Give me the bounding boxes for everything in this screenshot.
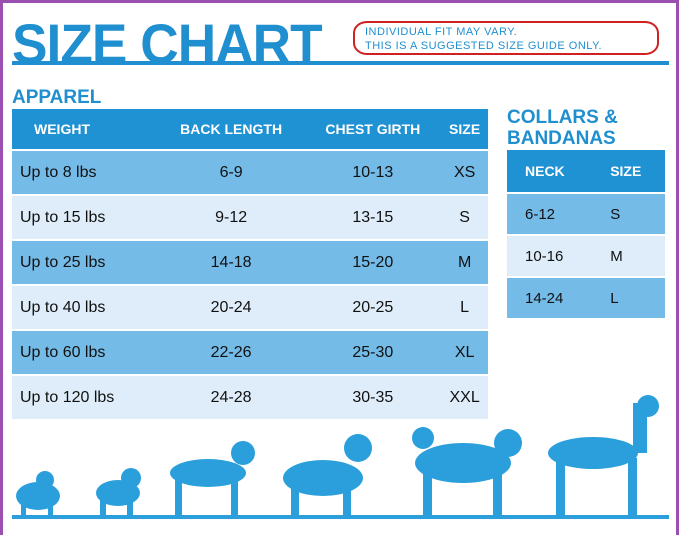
fit-note: INDIVIDUAL FIT MAY VARY. THIS IS A SUGGES… <box>353 21 659 55</box>
table-cell: Up to 25 lbs <box>12 239 158 285</box>
col-header: SIZE <box>592 150 665 193</box>
apparel-table: WEIGHT BACK LENGTH CHEST GIRTH SIZE Up to 8… <box>12 109 488 419</box>
note-line: INDIVIDUAL FIT MAY VARY. <box>365 26 518 38</box>
table-cell: 6-12 <box>507 192 593 235</box>
table-cell: 14-24 <box>507 276 593 318</box>
table-row: Up to 15 lbs 9-12 13-15 S <box>12 194 488 240</box>
table-cell: 20-24 <box>157 284 305 330</box>
table-cell: Up to 120 lbs <box>12 374 158 419</box>
table-cell: L <box>441 284 488 330</box>
collars-heading: COLLARS & BANDANAS <box>507 107 618 149</box>
col-header: SIZE <box>441 109 488 150</box>
ground-line <box>12 515 669 519</box>
note-line: THIS IS A SUGGESTED SIZE GUIDE ONLY. <box>365 40 603 52</box>
table-row: 14-24 L <box>507 276 665 318</box>
table-cell: 6-9 <box>157 149 305 195</box>
table-cell: 14-18 <box>157 239 305 285</box>
page-title: SIZE CHART <box>12 12 323 75</box>
title-rule <box>12 61 669 65</box>
table-cell: 10-16 <box>507 234 593 277</box>
table-cell: Up to 60 lbs <box>12 329 158 375</box>
table-cell: XXL <box>441 374 488 419</box>
table-cell: S <box>441 194 488 240</box>
table-row: Up to 8 lbs 6-9 10-13 XS <box>12 149 488 195</box>
dog-silhouette-small <box>16 471 60 516</box>
table-cell: M <box>592 234 665 277</box>
table-cell: 25-30 <box>304 329 442 375</box>
table-cell: XL <box>441 329 488 375</box>
dog-silhouette-great-dane <box>548 395 659 516</box>
table-cell: Up to 15 lbs <box>12 194 158 240</box>
dog-silhouette-spaniel <box>283 434 372 516</box>
dog-silhouettes <box>12 395 669 519</box>
table-row: Up to 120 lbs 24-28 30-35 XXL <box>12 374 488 419</box>
dog-silhouette-husky <box>412 427 522 516</box>
table-cell: 13-15 <box>304 194 442 240</box>
table-cell: XS <box>441 149 488 195</box>
table-row: Up to 25 lbs 14-18 15-20 M <box>12 239 488 285</box>
table-cell: M <box>441 239 488 285</box>
col-header: WEIGHT <box>12 109 158 150</box>
table-cell: 20-25 <box>304 284 442 330</box>
table-cell: 22-26 <box>157 329 305 375</box>
heading-line: BANDANAS <box>507 128 616 149</box>
table-cell: L <box>592 276 665 318</box>
table-cell: 10-13 <box>304 149 442 195</box>
col-header: CHEST GIRTH <box>304 109 442 150</box>
col-header: BACK LENGTH <box>157 109 305 150</box>
table-cell: Up to 8 lbs <box>12 149 158 195</box>
table-cell: 15-20 <box>304 239 442 285</box>
table-row: 10-16 M <box>507 234 665 277</box>
heading-line: COLLARS & <box>507 107 618 128</box>
table-row: Up to 60 lbs 22-26 25-30 XL <box>12 329 488 375</box>
table-cell: S <box>592 192 665 235</box>
apparel-heading: APPAREL <box>12 87 102 108</box>
table-row: 6-12 S <box>507 192 665 235</box>
collars-table: NECK SIZE 6-12 S 10-16 M 14-24 L <box>507 150 665 318</box>
dog-silhouette-beagle <box>170 441 255 516</box>
dog-silhouette-pug <box>96 468 141 516</box>
table-row: Up to 40 lbs 20-24 20-25 L <box>12 284 488 330</box>
table-cell: 9-12 <box>157 194 305 240</box>
table-cell: 24-28 <box>157 374 305 419</box>
table-cell: 30-35 <box>304 374 442 419</box>
col-header: NECK <box>507 150 593 193</box>
table-cell: Up to 40 lbs <box>12 284 158 330</box>
